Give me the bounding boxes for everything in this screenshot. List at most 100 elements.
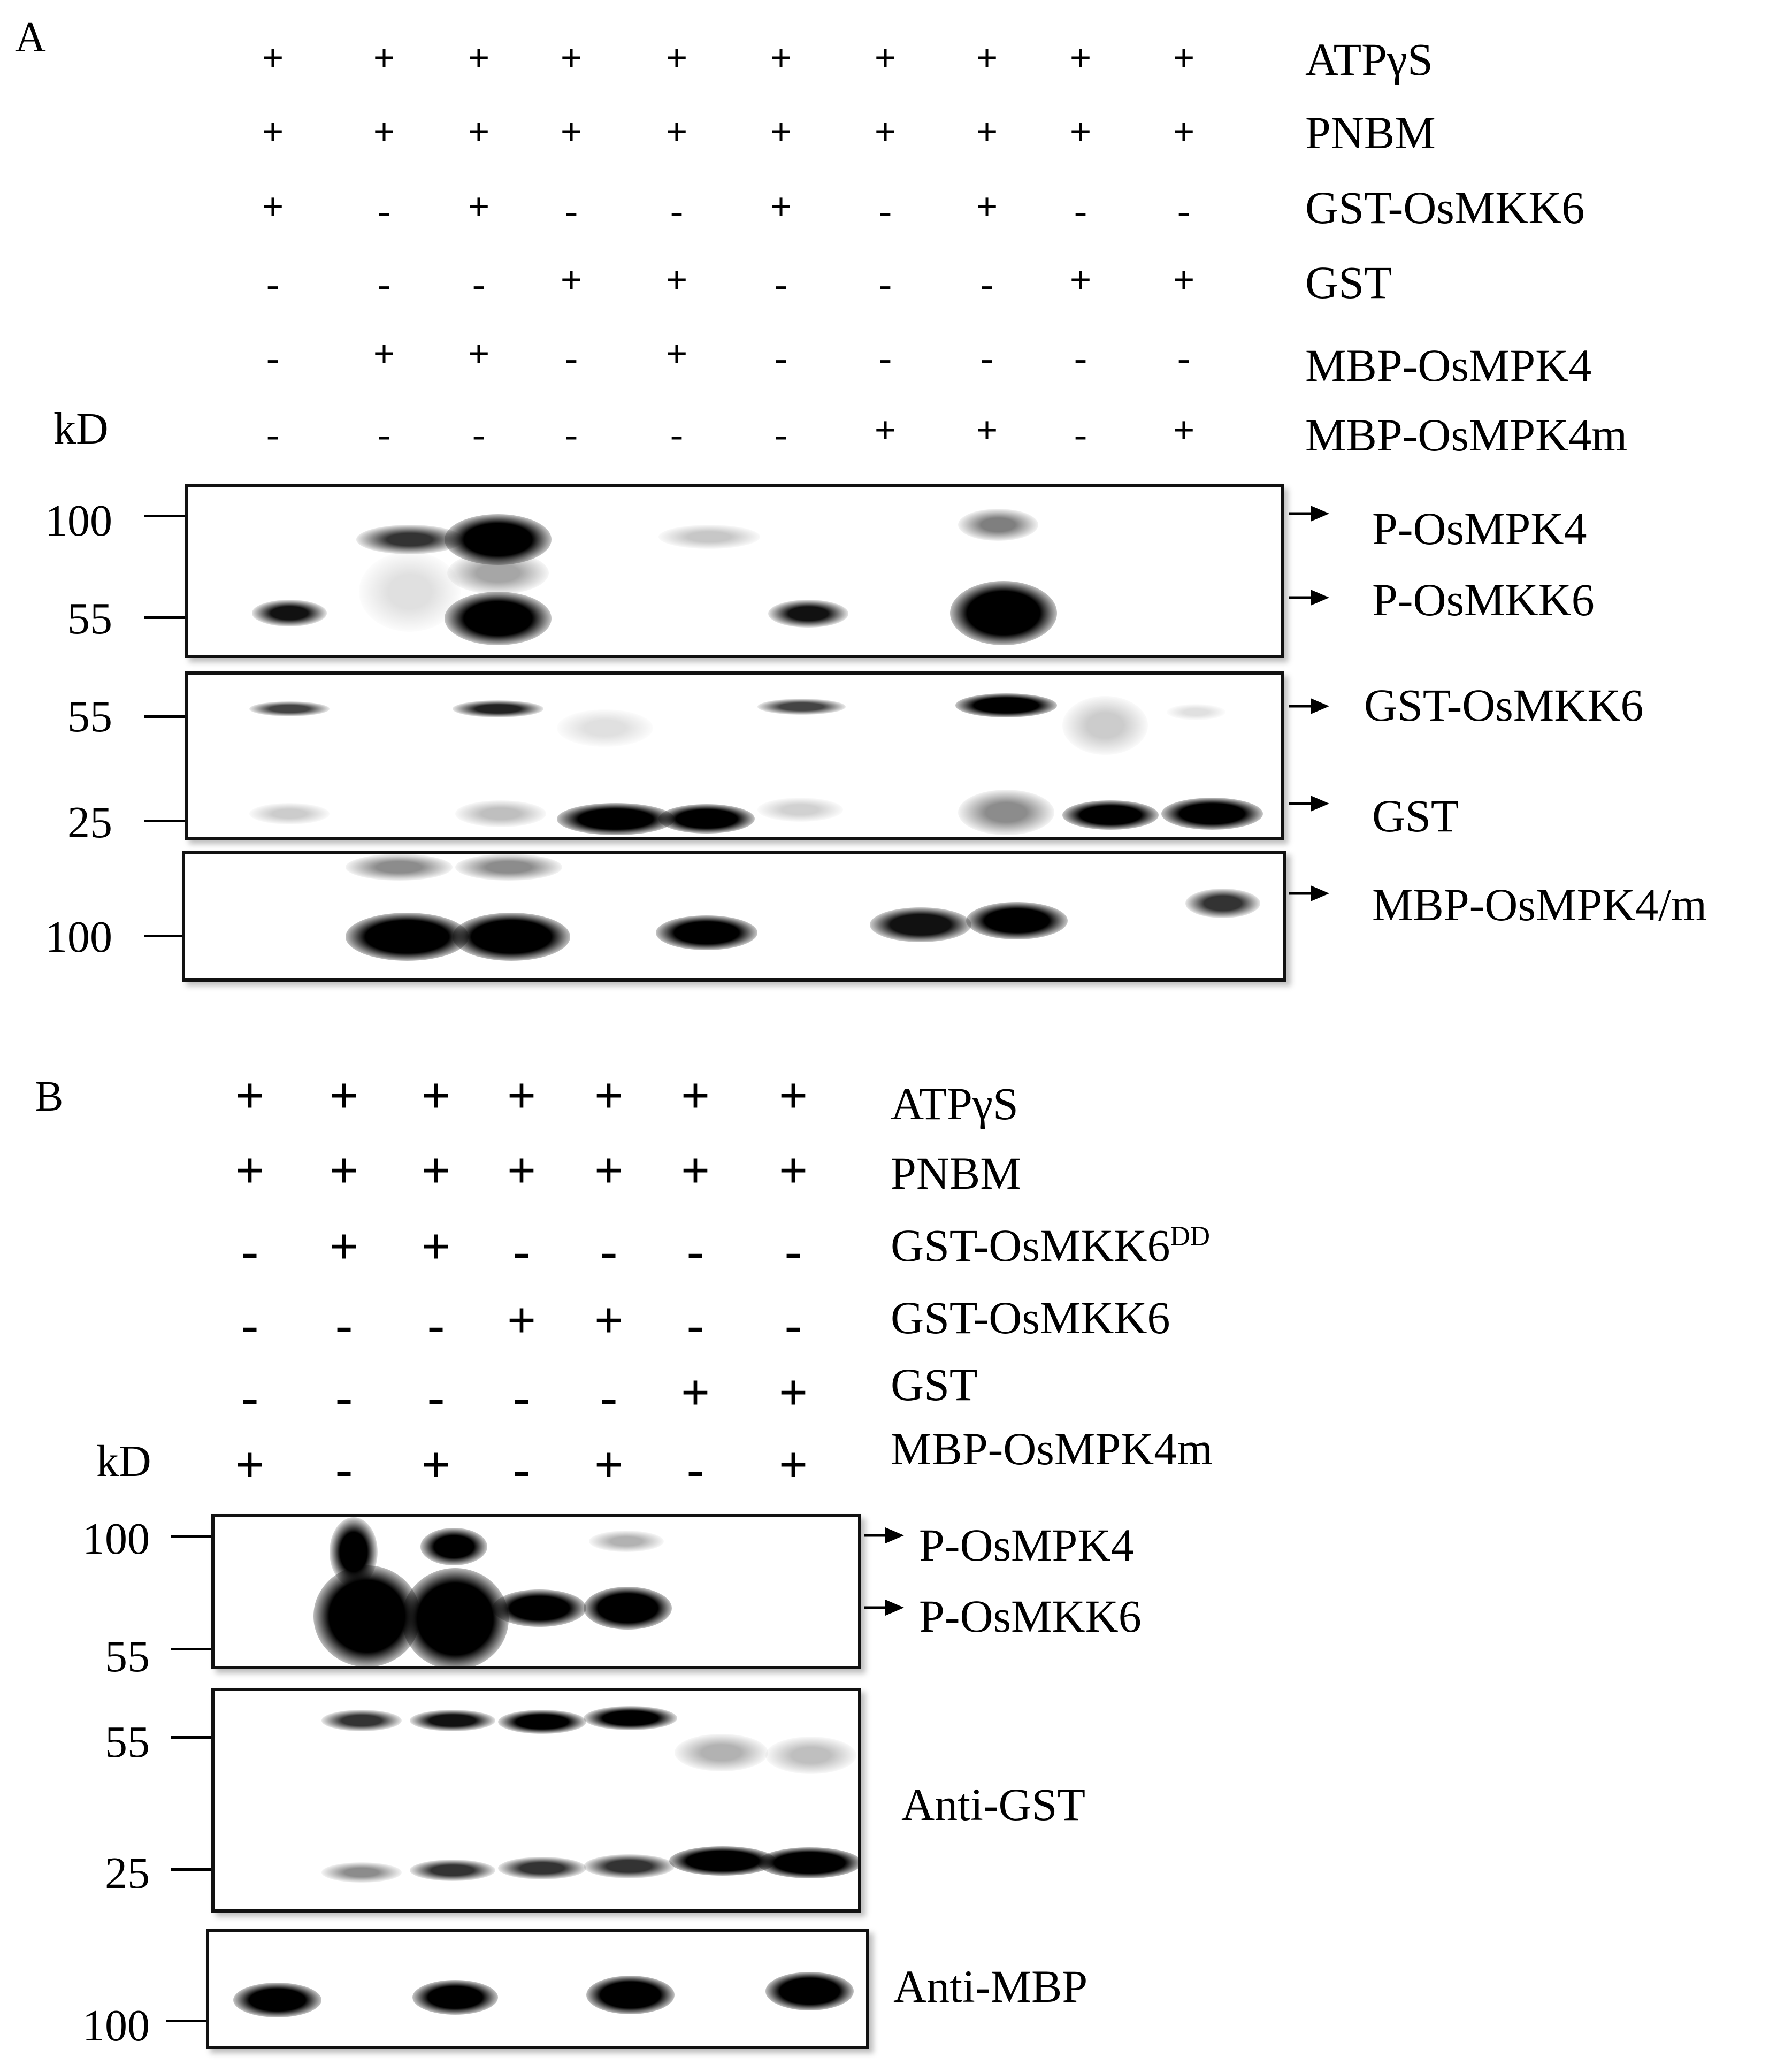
band: [249, 701, 330, 716]
arrow-icon: [1289, 698, 1329, 714]
minus-sign: -: [335, 1368, 353, 1425]
band: [346, 854, 453, 881]
band: [955, 693, 1057, 717]
plus-sign: +: [778, 1142, 808, 1199]
plus-sign: +: [594, 1142, 624, 1199]
plus-sign: +: [262, 36, 284, 79]
panel-a-blot-anti-mbp: [182, 851, 1286, 982]
panel-b-annotation-anti-mbp: Anti-MBP: [893, 1961, 1088, 2012]
panel-a-annotation-gst-osmkk6: GST-OsMKK6: [1364, 679, 1644, 731]
mw-tick: [144, 616, 185, 619]
plus-sign: +: [262, 110, 284, 153]
plus-sign: +: [507, 1291, 537, 1349]
plus-sign: +: [507, 1142, 537, 1199]
panel-b-blot-phospho: [211, 1514, 861, 1669]
band: [493, 1589, 586, 1627]
plus-sign: +: [594, 1291, 624, 1349]
plus-sign: +: [1173, 409, 1195, 452]
mw-tick: [166, 2020, 206, 2022]
minus-sign: -: [600, 1222, 617, 1279]
plus-sign: +: [665, 36, 688, 79]
mw-tick: [144, 515, 185, 517]
band: [1062, 696, 1148, 755]
panel-a-label-pnbm: PNBM: [1305, 107, 1436, 158]
plus-sign: +: [680, 1364, 710, 1421]
band: [453, 700, 543, 717]
minus-sign: -: [600, 1368, 617, 1425]
plus-sign: +: [468, 110, 490, 153]
panel-b-label-gst-osmkk6dd-text: GST-OsMKK6: [891, 1220, 1170, 1271]
plus-sign: +: [778, 1067, 808, 1124]
panel-b-label-gst: GST: [891, 1359, 978, 1410]
plus-sign: +: [329, 1067, 359, 1124]
band: [233, 1983, 321, 2017]
plus-sign: +: [235, 1067, 265, 1124]
plus-sign: +: [665, 110, 688, 153]
minus-sign: -: [427, 1296, 445, 1353]
arrow-icon: [1289, 796, 1329, 812]
plus-sign: +: [560, 36, 583, 79]
plus-sign: +: [1173, 258, 1195, 301]
panel-a-mw-100: 100: [45, 496, 112, 546]
plus-sign: +: [874, 409, 897, 452]
panel-a-label-atpgs: ATPγS: [1305, 34, 1433, 85]
panel-a-kd-label: kD: [53, 404, 109, 454]
panel-b-mw-25: 25: [105, 1848, 150, 1898]
minus-sign: -: [378, 189, 390, 232]
minus-sign: -: [335, 1440, 353, 1497]
band: [765, 1972, 854, 2010]
plus-sign: +: [1173, 36, 1195, 79]
arrow-icon: [1289, 590, 1329, 606]
minus-sign: -: [241, 1296, 258, 1353]
minus-sign: -: [670, 413, 683, 456]
mw-tick: [171, 1868, 211, 1871]
panel-b-annotation-anti-gst: Anti-GST: [901, 1779, 1085, 1830]
band: [1161, 798, 1263, 830]
plus-sign: +: [770, 185, 792, 228]
band: [950, 581, 1057, 645]
band: [402, 1568, 509, 1666]
band: [757, 699, 846, 715]
plus-sign: +: [594, 1067, 624, 1124]
panel-b-mw-100: 100: [82, 2001, 150, 2051]
panel-b-label-gst-osmkk6dd: GST-OsMKK6DD: [891, 1222, 1210, 1268]
plus-sign: +: [1069, 110, 1092, 153]
band: [658, 525, 760, 549]
band: [359, 552, 461, 632]
band: [768, 600, 848, 628]
panel-b-annotation-p-osmkk6: P-OsMKK6: [919, 1591, 1142, 1642]
plus-sign: +: [329, 1218, 359, 1275]
arrow-icon: [864, 1600, 904, 1616]
band: [1185, 889, 1260, 918]
panel-b-mw-100: 100: [82, 1514, 150, 1564]
panel-a-blot-phospho: [185, 484, 1284, 658]
plus-sign: +: [874, 110, 897, 153]
panel-b-mw-55: 55: [105, 1717, 150, 1767]
plus-sign: +: [421, 1142, 451, 1199]
panel-a-annotation-gst: GST: [1372, 790, 1459, 842]
band: [656, 915, 757, 950]
panel-b-label-atpgs: ATPγS: [891, 1078, 1018, 1129]
plus-sign: +: [976, 409, 998, 452]
plus-sign: +: [665, 332, 688, 375]
minus-sign: -: [565, 337, 578, 379]
band: [498, 1857, 586, 1879]
panel-a-letter: A: [15, 14, 46, 61]
minus-sign: -: [266, 337, 279, 379]
minus-sign: -: [1177, 189, 1190, 232]
plus-sign: +: [421, 1067, 451, 1124]
minus-sign: -: [879, 189, 892, 232]
minus-sign: -: [687, 1296, 704, 1353]
plus-sign: +: [770, 110, 792, 153]
minus-sign: -: [879, 263, 892, 305]
band: [584, 1706, 677, 1730]
band: [675, 1734, 768, 1771]
panel-b-blot-anti-mbp: [206, 1929, 869, 2049]
band: [321, 1862, 402, 1883]
band: [321, 1710, 402, 1731]
minus-sign: -: [1177, 337, 1190, 379]
plus-sign: +: [770, 36, 792, 79]
panel-a-mw-55: 55: [67, 692, 112, 741]
minus-sign: -: [1074, 413, 1087, 456]
minus-sign: -: [1074, 189, 1087, 232]
